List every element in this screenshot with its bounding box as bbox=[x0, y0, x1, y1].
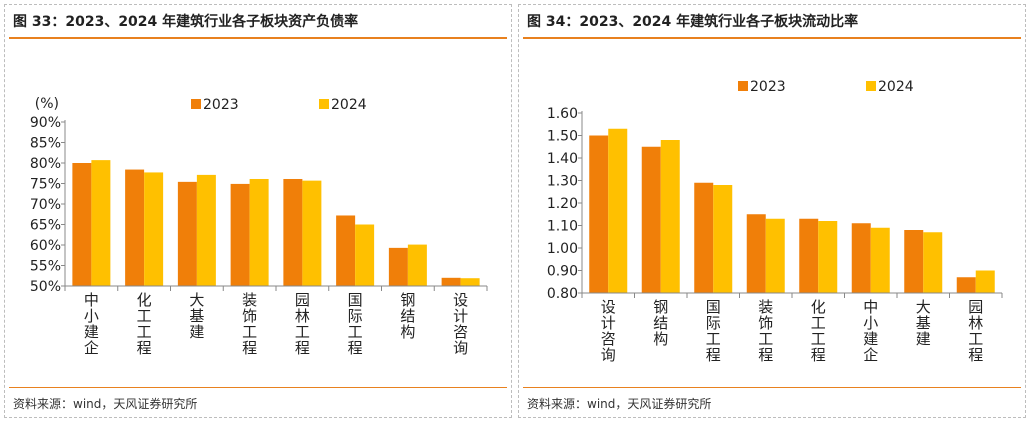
bar-2024 bbox=[196, 174, 216, 286]
category-label: 大基建 bbox=[916, 298, 931, 348]
bar-2024 bbox=[975, 270, 995, 293]
legend-swatch-2023 bbox=[191, 99, 201, 109]
category-label: 大基建 bbox=[189, 291, 204, 341]
category-label: 设计咨询 bbox=[601, 298, 616, 364]
right-title-divider bbox=[523, 37, 1021, 39]
category-label: 装饰工程 bbox=[758, 298, 773, 364]
left-bar-chart: 50% 55% 60% 65% 70% 75% 80% 85% 90% (%) 中小建企 化工工程 大基… bbox=[30, 96, 488, 357]
legend-label: 2024 bbox=[878, 79, 914, 95]
y-tick-label: 1.00 bbox=[547, 241, 578, 257]
bar-2024 bbox=[407, 244, 427, 286]
left-source-divider bbox=[9, 387, 507, 388]
bar-2024 bbox=[608, 128, 628, 293]
y-tick-label: 0.90 bbox=[547, 264, 578, 280]
left-title-divider bbox=[9, 37, 507, 39]
y-tick-label: 65% bbox=[30, 218, 61, 234]
category-label: 化工工程 bbox=[137, 291, 152, 357]
category-label: 装饰工程 bbox=[242, 291, 257, 357]
y-tick-label: 0.80 bbox=[547, 286, 578, 302]
y-tick-label: 75% bbox=[30, 177, 61, 193]
category-label: 中小建企 bbox=[863, 298, 878, 364]
category-label: 国际工程 bbox=[706, 298, 721, 364]
bar-2023 bbox=[904, 230, 924, 293]
category-label: 钢结构 bbox=[400, 291, 415, 341]
y-tick-label: 85% bbox=[30, 136, 61, 152]
bar-2023 bbox=[336, 215, 356, 286]
y-tick-label: 60% bbox=[30, 238, 61, 254]
y-tick-label: 1.50 bbox=[547, 129, 578, 145]
bar-2024 bbox=[870, 227, 890, 293]
right-chart-title: 图 34：2023、2024 年建筑行业各子板块流动比率 bbox=[527, 14, 859, 30]
y-tick-label: 70% bbox=[30, 197, 61, 213]
bar-2023 bbox=[746, 214, 766, 293]
bar-2024 bbox=[91, 160, 111, 286]
y-tick-label: 90% bbox=[30, 115, 61, 131]
category-label: 化工工程 bbox=[811, 298, 826, 364]
bar-2023 bbox=[177, 181, 197, 286]
category-label: 园林工程 bbox=[295, 291, 310, 357]
right-chart-panel: 图 34：2023、2024 年建筑行业各子板块流动比率 0.80 0.90 1.0… bbox=[518, 4, 1026, 418]
bar-2023 bbox=[694, 182, 714, 293]
bar-2023 bbox=[956, 277, 976, 293]
bar-2023 bbox=[388, 247, 408, 286]
y-tick-label: 80% bbox=[30, 156, 61, 172]
bar-2023 bbox=[441, 277, 461, 286]
y-tick-label: 50% bbox=[30, 279, 61, 295]
bar-2023 bbox=[230, 183, 250, 286]
right-source-divider bbox=[523, 387, 1021, 388]
category-label: 钢结构 bbox=[653, 298, 668, 348]
y-tick-label: 55% bbox=[30, 259, 61, 275]
bar-2024 bbox=[818, 221, 838, 293]
y-tick-label: 1.60 bbox=[547, 106, 578, 122]
y-unit-label: (%) bbox=[35, 96, 59, 112]
category-label: 国际工程 bbox=[348, 291, 363, 357]
left-chart-source: 资料来源：wind，天风证券研究所 bbox=[13, 397, 198, 411]
left-chart-panel: 图 33：2023、2024 年建筑行业各子板块资产负债率 50% 55% 60% 6… bbox=[4, 4, 512, 418]
bar-2023 bbox=[125, 169, 145, 286]
legend-label: 2024 bbox=[331, 97, 367, 113]
y-tick-label: 1.30 bbox=[547, 174, 578, 190]
bar-2023 bbox=[72, 163, 92, 286]
bar-2024 bbox=[923, 232, 943, 293]
bar-2024 bbox=[302, 180, 322, 286]
legend-swatch-2024 bbox=[866, 81, 876, 91]
bar-2023 bbox=[641, 146, 661, 293]
y-tick-label: 1.20 bbox=[547, 196, 578, 212]
bar-2023 bbox=[589, 135, 609, 293]
category-label: 园林工程 bbox=[968, 298, 983, 364]
category-label: 设计咨询 bbox=[453, 291, 468, 357]
bar-2024 bbox=[765, 218, 785, 293]
legend-label: 2023 bbox=[750, 79, 786, 95]
y-tick-label: 1.40 bbox=[547, 151, 578, 167]
bar-2023 bbox=[283, 178, 303, 286]
category-label: 中小建企 bbox=[84, 291, 99, 357]
bar-2024 bbox=[660, 140, 680, 293]
left-chart-title: 图 33：2023、2024 年建筑行业各子板块资产负债率 bbox=[13, 14, 359, 30]
y-tick-label: 1.10 bbox=[547, 219, 578, 235]
bar-2024 bbox=[460, 278, 480, 286]
legend-label: 2023 bbox=[203, 97, 239, 113]
legend-swatch-2023 bbox=[738, 81, 748, 91]
bar-2023 bbox=[799, 218, 819, 293]
bar-2024 bbox=[249, 178, 269, 286]
bar-2024 bbox=[144, 172, 164, 286]
right-bar-chart: 0.80 0.90 1.00 1.10 1.20 1.30 1.40 1.50 1.60 设计咨询… bbox=[547, 79, 1003, 364]
legend-swatch-2024 bbox=[319, 99, 329, 109]
bar-2024 bbox=[355, 224, 375, 286]
right-chart-source: 资料来源：wind，天风证券研究所 bbox=[527, 397, 712, 411]
bar-2024 bbox=[713, 185, 733, 293]
bar-2023 bbox=[851, 223, 871, 293]
